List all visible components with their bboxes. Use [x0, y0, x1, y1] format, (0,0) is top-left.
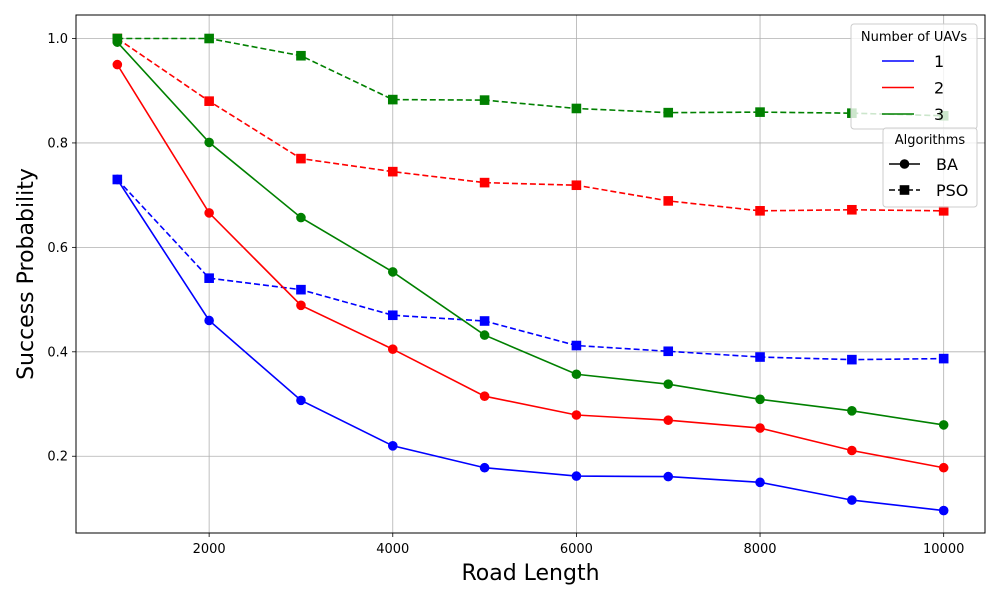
- series-3-pso-point: [571, 103, 582, 114]
- series-1-pso-point: [938, 353, 949, 364]
- legend-algorithms-label: BA: [936, 155, 958, 174]
- series-1-ba-point: [571, 471, 582, 481]
- series-1-ba-point: [387, 440, 398, 451]
- series-2-pso-point: [204, 96, 214, 106]
- legend-algorithms-marker: [899, 185, 910, 195]
- series-3-pso-point: [387, 94, 398, 105]
- series-2-ba: [112, 59, 949, 473]
- series-3-ba-point: [571, 369, 582, 380]
- x-tick-label: 10000: [923, 542, 964, 557]
- series-3-pso-point: [296, 50, 306, 61]
- legend-uavs-label: 2: [934, 79, 944, 98]
- series-2-pso-point: [847, 204, 857, 215]
- series-1-pso-point: [755, 352, 765, 362]
- legend-uavs-label: 1: [934, 52, 944, 71]
- series-1-pso-point: [387, 310, 398, 321]
- series-2-ba-point: [571, 410, 582, 420]
- series-1-pso: [112, 174, 949, 365]
- series-1-ba-point: [204, 315, 214, 326]
- x-axis-title: Road Length: [461, 561, 599, 586]
- series-1-ba-point: [479, 462, 490, 473]
- series-2-pso-line: [116, 37, 944, 212]
- plot-frame: [75, 14, 986, 534]
- series-2-pso-point: [938, 206, 949, 216]
- series-2-ba-point: [387, 344, 398, 354]
- series-1-pso-point: [112, 174, 123, 185]
- series-2-pso-point: [663, 196, 674, 206]
- series-2-pso-point: [387, 166, 398, 177]
- series-group: [112, 33, 949, 516]
- legend-algorithms-label: PSO: [936, 181, 968, 200]
- series-2-ba-point: [296, 300, 306, 311]
- series-1-ba-point: [663, 471, 674, 482]
- series-3-ba-point: [847, 406, 857, 416]
- series-3-ba-point: [938, 420, 949, 430]
- x-tick-label: 4000: [376, 542, 409, 557]
- y-tick-label: 0.6: [47, 241, 68, 256]
- legend-uavs-label: 3: [934, 105, 944, 124]
- series-3-ba-point: [663, 379, 674, 389]
- series-1-pso-line: [116, 178, 944, 361]
- y-axis-title: Success Probability: [14, 168, 39, 380]
- series-3-pso-point: [755, 107, 765, 117]
- series-1-pso-point: [204, 273, 214, 283]
- series-2-ba-point: [663, 415, 674, 426]
- x-tick-label: 8000: [743, 542, 776, 557]
- series-1-ba: [112, 174, 949, 516]
- series-2-pso-point: [296, 153, 306, 164]
- series-3-ba: [112, 37, 949, 430]
- y-tick-label: 0.8: [47, 136, 68, 151]
- x-tick-label: 2000: [193, 542, 226, 557]
- series-1-ba-point: [296, 395, 306, 406]
- series-2-ba-point: [479, 391, 490, 401]
- series-1-pso-point: [479, 316, 490, 326]
- series-1-ba-point: [755, 477, 765, 488]
- series-3-ba-point: [755, 394, 765, 405]
- series-2-ba-point: [112, 59, 123, 70]
- series-3-ba-point: [204, 137, 214, 148]
- legend-algorithms-title: Algorithms: [895, 133, 966, 148]
- series-1-pso-point: [296, 284, 306, 295]
- series-3-pso-point: [479, 95, 490, 105]
- series-1-ba-line: [116, 179, 944, 512]
- series-3-pso-point: [112, 33, 123, 44]
- axis-ticks: 2000 4000 6000 8000 10000 0.2 0.4 0.6 0.8 1.0: [47, 32, 964, 557]
- series-1-pso-point: [847, 354, 857, 365]
- series-2-ba-point: [847, 445, 857, 456]
- y-tick-label: 0.4: [47, 345, 68, 360]
- legend-uavs-title: Number of UAVs: [861, 30, 967, 45]
- legend-algorithms: Algorithms BA PSO: [882, 127, 978, 208]
- legend-algorithms-marker: [899, 159, 910, 169]
- series-1-ba-point: [938, 505, 949, 516]
- series-3-pso: [112, 33, 949, 121]
- series-2-pso-point: [571, 180, 582, 191]
- series-2-pso: [112, 33, 949, 216]
- series-3-ba-point: [479, 330, 490, 340]
- series-2-pso-point: [479, 177, 490, 188]
- y-tick-label: 1.0: [47, 32, 68, 47]
- series-3-ba-point: [387, 267, 398, 277]
- series-1-ba-point: [847, 495, 857, 505]
- legend-number-of-uavs: Number of UAVs 1 2 3: [850, 23, 978, 130]
- series-3-pso-point: [204, 33, 214, 44]
- series-3-ba-point: [296, 212, 306, 223]
- series-2-ba-line: [116, 64, 944, 469]
- series-1-pso-point: [571, 340, 582, 351]
- series-1-pso-point: [663, 346, 674, 357]
- series-3-pso-line: [117, 37, 944, 117]
- series-2-ba-point: [938, 462, 949, 473]
- x-tick-label: 6000: [560, 542, 593, 557]
- series-2-ba-point: [755, 423, 765, 433]
- y-tick-label: 0.2: [47, 450, 68, 465]
- series-3-ba-line: [116, 41, 944, 426]
- series-2-pso-point: [755, 206, 765, 216]
- series-2-ba-point: [204, 208, 214, 218]
- series-3-pso-point: [663, 107, 674, 118]
